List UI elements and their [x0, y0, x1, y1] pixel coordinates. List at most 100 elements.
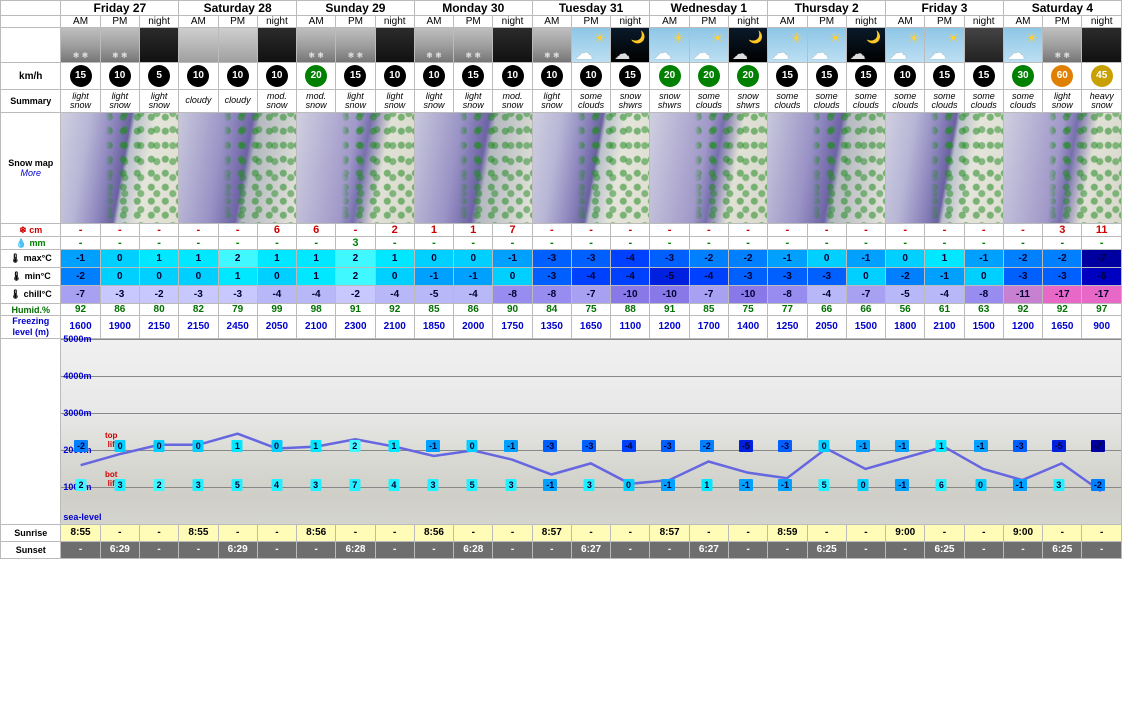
- snowmap-label: Snow mapMore: [1, 113, 61, 224]
- chill-cell: -8: [493, 286, 532, 304]
- chill-cell: -4: [925, 286, 964, 304]
- min-cell: 1: [297, 268, 336, 286]
- snow-cm-cell: -: [728, 224, 767, 237]
- rain-mm-cell: -: [611, 237, 650, 250]
- row-label: km/h: [1, 63, 61, 90]
- chill-temp-row: chill°C-7-3-2-3-3-4-4-2-4-5-4-8-8-7-10-1…: [1, 286, 1122, 304]
- chill-cell: -7: [846, 286, 885, 304]
- wind-cell: 15: [925, 63, 964, 90]
- snowmap-cell[interactable]: [532, 113, 650, 224]
- snowmap-cell[interactable]: [179, 113, 297, 224]
- chart-bot-chip: 0: [623, 479, 634, 491]
- snow-cm-cell: -: [336, 224, 375, 237]
- sunrise-cell: 8:57: [532, 524, 571, 541]
- day-header: Wednesday 1: [650, 1, 768, 16]
- sunset-row: Sunset-6:29--6:29--6:28--6:28--6:27--6:2…: [1, 541, 1122, 558]
- snowmap-cell[interactable]: [61, 113, 179, 224]
- sky-cell: [375, 28, 414, 63]
- freeze-cell: 1650: [1043, 316, 1082, 339]
- rain-mm-cell: -: [650, 237, 689, 250]
- max-cell: -1: [768, 250, 807, 268]
- sunrise-cell: -: [571, 524, 610, 541]
- freeze-cell: 2300: [336, 316, 375, 339]
- humid-cell: 92: [1003, 304, 1042, 316]
- period-cell: AM: [886, 16, 925, 28]
- snowmap-cell[interactable]: [414, 113, 532, 224]
- wind-cell: 20: [650, 63, 689, 90]
- min-cell: -5: [650, 268, 689, 286]
- min-cell: -2: [61, 268, 100, 286]
- chart-bot-chip: -2: [1091, 479, 1105, 491]
- period-cell: AM: [297, 16, 336, 28]
- chart-top-chip: 1: [310, 440, 321, 452]
- day-header: Monday 30: [414, 1, 532, 16]
- snowmap-cell[interactable]: [1003, 113, 1121, 224]
- chart-bot-chip: 3: [1053, 479, 1064, 491]
- precip-rain-row: 💧 mm-------3-------------------: [1, 237, 1122, 250]
- max-cell: -3: [532, 250, 571, 268]
- wind-cell: 10: [886, 63, 925, 90]
- freeze-cell: 2100: [297, 316, 336, 339]
- day-header: Sunday 29: [297, 1, 415, 16]
- freeze-cell: 1650: [571, 316, 610, 339]
- rain-mm-cell: -: [218, 237, 257, 250]
- sky-cell: [886, 28, 925, 63]
- humid-cell: 97: [1082, 304, 1122, 316]
- day-header: Friday 3: [886, 1, 1004, 16]
- snow-cm-cell: -: [925, 224, 964, 237]
- snow-cm-cell: 3: [1043, 224, 1082, 237]
- chart-top-chip: -5: [739, 440, 753, 452]
- wind-cell: 5: [139, 63, 178, 90]
- snow-cm-cell: 6: [297, 224, 336, 237]
- humid-cell: 80: [139, 304, 178, 316]
- sunset-cell: -: [61, 541, 100, 558]
- humid-cell: 66: [846, 304, 885, 316]
- snow-cm-cell: -: [100, 224, 139, 237]
- humid-cell: 92: [375, 304, 414, 316]
- freeze-cell: 1900: [100, 316, 139, 339]
- sunset-cell: 6:27: [571, 541, 610, 558]
- snowmap-cell[interactable]: [650, 113, 768, 224]
- sunset-cell: 6:29: [218, 541, 257, 558]
- sunset-cell: -: [375, 541, 414, 558]
- summary-cell: someclouds: [807, 90, 846, 113]
- chart-top-chip: -1: [856, 440, 870, 452]
- snowmap-cell[interactable]: [297, 113, 415, 224]
- chart-top-chip: -1: [895, 440, 909, 452]
- sunset-cell: 6:28: [336, 541, 375, 558]
- chill-cell: -4: [807, 286, 846, 304]
- rain-mm-cell: -: [807, 237, 846, 250]
- chill-cell: -2: [139, 286, 178, 304]
- freeze-cell: 2150: [139, 316, 178, 339]
- min-cell: -3: [807, 268, 846, 286]
- chill-cell: -4: [297, 286, 336, 304]
- rain-mm-cell: -: [297, 237, 336, 250]
- humidity-row: Humid.%928680827999989192858690847588918…: [1, 304, 1122, 316]
- snowmap-more-link[interactable]: More: [20, 168, 41, 178]
- snow-cm-cell: 11: [1082, 224, 1122, 237]
- snowmap-cell[interactable]: [886, 113, 1004, 224]
- freeze-cell: 1200: [650, 316, 689, 339]
- summary-cell: someclouds: [964, 90, 1003, 113]
- chart-bot-chip: 4: [388, 479, 399, 491]
- snowmap-cell[interactable]: [768, 113, 886, 224]
- rain-mm-cell: -: [846, 237, 885, 250]
- min-cell: -3: [1003, 268, 1042, 286]
- freeze-cell: 2000: [454, 316, 493, 339]
- rain-mm-cell: -: [414, 237, 453, 250]
- max-cell: -1: [964, 250, 1003, 268]
- sunrise-cell: -: [454, 524, 493, 541]
- chart-bot-chip: -1: [778, 479, 792, 491]
- sky-cell: [61, 28, 100, 63]
- sunset-cell: -: [139, 541, 178, 558]
- max-cell: -2: [1003, 250, 1042, 268]
- period-cell: PM: [218, 16, 257, 28]
- sunset-cell: 6:25: [925, 541, 964, 558]
- wind-cell: 45: [1082, 63, 1122, 90]
- day-header: Saturday 4: [1003, 1, 1121, 16]
- chill-cell: -17: [1043, 286, 1082, 304]
- wind-cell: 20: [297, 63, 336, 90]
- wind-cell: 15: [611, 63, 650, 90]
- max-cell: 1: [179, 250, 218, 268]
- period-cell: AM: [532, 16, 571, 28]
